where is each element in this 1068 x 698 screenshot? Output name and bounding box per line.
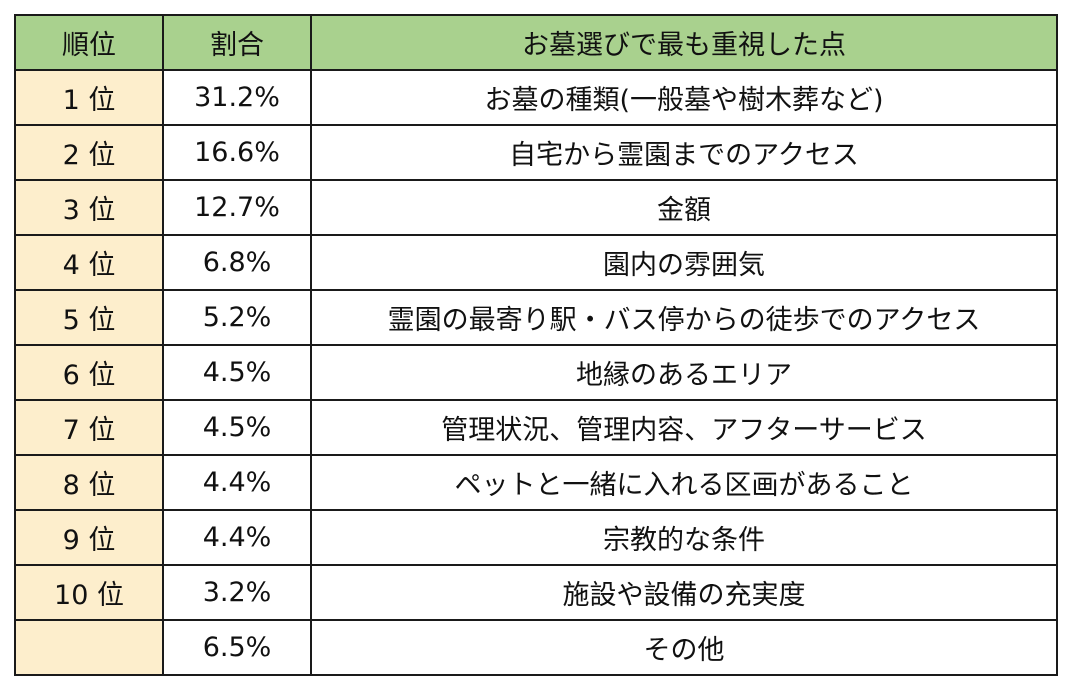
rank-cell: 8 位 <box>14 454 164 511</box>
rate-cell: 4.5% <box>162 399 312 456</box>
reason-cell: 霊園の最寄り駅・バス停からの徒歩でのアクセス <box>310 289 1058 346</box>
table-row: 3 位 12.7% 金額 <box>14 179 1058 236</box>
reason-cell: 園内の雰囲気 <box>310 234 1058 291</box>
table-row: 1 位 31.2% お墓の種類(一般墓や樹木葬など) <box>14 69 1058 126</box>
rank-cell: 3 位 <box>14 179 164 236</box>
header-rate: 割合 <box>162 14 312 71</box>
rate-cell: 6.5% <box>162 619 312 676</box>
rate-cell: 6.8% <box>162 234 312 291</box>
reason-cell: 管理状況、管理内容、アフターサービス <box>310 399 1058 456</box>
rate-cell: 4.4% <box>162 454 312 511</box>
rank-cell: 7 位 <box>14 399 164 456</box>
rank-cell: 6 位 <box>14 344 164 401</box>
table-row: 4 位 6.8% 園内の雰囲気 <box>14 234 1058 291</box>
rank-cell: 5 位 <box>14 289 164 346</box>
rate-cell: 12.7% <box>162 179 312 236</box>
header-reason: お墓選びで最も重視した点 <box>310 14 1058 71</box>
rate-cell: 4.5% <box>162 344 312 401</box>
table-row: 8 位 4.4% ペットと一緒に入れる区画があること <box>14 454 1058 511</box>
reason-cell: ペットと一緒に入れる区画があること <box>310 454 1058 511</box>
header-row: 順位 割合 お墓選びで最も重視した点 <box>14 14 1058 71</box>
rate-cell: 16.6% <box>162 124 312 181</box>
table-row: 6 位 4.5% 地縁のあるエリア <box>14 344 1058 401</box>
table-row: 5 位 5.2% 霊園の最寄り駅・バス停からの徒歩でのアクセス <box>14 289 1058 346</box>
rank-cell: 1 位 <box>14 69 164 126</box>
reason-cell: 宗教的な条件 <box>310 509 1058 566</box>
header-rank: 順位 <box>14 14 164 71</box>
table-header: 順位 割合 お墓選びで最も重視した点 <box>14 14 1058 71</box>
rate-cell: 5.2% <box>162 289 312 346</box>
rank-cell: 10 位 <box>14 564 164 621</box>
rate-cell: 3.2% <box>162 564 312 621</box>
table-row: 9 位 4.4% 宗教的な条件 <box>14 509 1058 566</box>
rank-cell: 9 位 <box>14 509 164 566</box>
ranking-table: 順位 割合 お墓選びで最も重視した点 1 位 31.2% お墓の種類(一般墓や樹… <box>14 14 1058 676</box>
rate-cell: 4.4% <box>162 509 312 566</box>
reason-cell: 金額 <box>310 179 1058 236</box>
reason-cell: 自宅から霊園までのアクセス <box>310 124 1058 181</box>
table-row: 6.5% その他 <box>14 619 1058 676</box>
rank-cell <box>14 619 164 676</box>
table-row: 7 位 4.5% 管理状況、管理内容、アフターサービス <box>14 399 1058 456</box>
table-row: 10 位 3.2% 施設や設備の充実度 <box>14 564 1058 621</box>
reason-cell: 施設や設備の充実度 <box>310 564 1058 621</box>
reason-cell: 地縁のあるエリア <box>310 344 1058 401</box>
table-body: 1 位 31.2% お墓の種類(一般墓や樹木葬など) 2 位 16.6% 自宅か… <box>14 69 1058 676</box>
rank-cell: 4 位 <box>14 234 164 291</box>
rate-cell: 31.2% <box>162 69 312 126</box>
rank-cell: 2 位 <box>14 124 164 181</box>
table-row: 2 位 16.6% 自宅から霊園までのアクセス <box>14 124 1058 181</box>
reason-cell: その他 <box>310 619 1058 676</box>
reason-cell: お墓の種類(一般墓や樹木葬など) <box>310 69 1058 126</box>
